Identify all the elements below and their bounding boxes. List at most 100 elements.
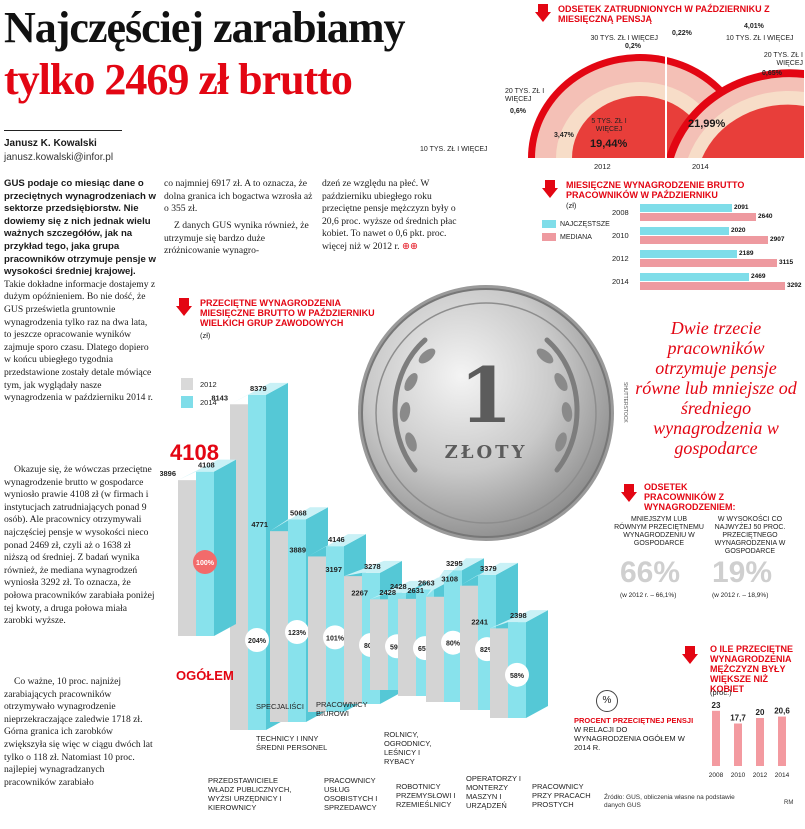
hbar-year: 2012 bbox=[612, 254, 629, 263]
bigbar-chart: 8143 8379 204% 3896 4108 100% 4771 5068 123% 3889… bbox=[160, 382, 548, 730]
semicircle-chart bbox=[528, 50, 804, 162]
pull-quote: Dwie trzecie pracowników otrzymuje pensj… bbox=[635, 318, 797, 458]
legend-swatch-najczestsze bbox=[542, 220, 556, 228]
semicircle-title: ODSETEK ZATRUDNIONYCH W PAŹDZIERNIKU Z M… bbox=[558, 4, 770, 24]
photo-credit: SHUTTERSTOCK bbox=[622, 382, 628, 423]
byline-rule bbox=[4, 130, 122, 131]
category-ogolem: OGÓŁEM bbox=[176, 668, 234, 683]
percent-circle bbox=[245, 628, 269, 652]
hbar-year: 2008 bbox=[612, 208, 629, 217]
hbar-bar-mediana bbox=[640, 282, 785, 290]
legend-najczestsze: NAJCZĘSTSZE bbox=[560, 221, 610, 228]
bar-value-2014: 2428 bbox=[390, 582, 407, 591]
legend-mediana: MEDIANA bbox=[560, 234, 592, 241]
category-rolnicy: ROLNICY, OGRODNICY, LEŚNICY I RYBACY bbox=[384, 730, 432, 766]
hbar-unit: (zł) bbox=[566, 201, 577, 210]
gap-chart: 23 2008 17,7 2010 20 2012 20,6 2014 bbox=[709, 701, 791, 779]
gap-year: 2012 bbox=[753, 772, 768, 779]
percent-circle bbox=[285, 620, 309, 644]
hbar-year: 2014 bbox=[612, 277, 629, 286]
hbar-bar-najczestsze bbox=[640, 204, 732, 212]
semi-2014-fill bbox=[702, 104, 804, 158]
percent-value: 80% bbox=[446, 641, 461, 648]
arrow-down-icon bbox=[542, 180, 558, 198]
percent-value: 101% bbox=[326, 635, 345, 642]
share-right-note: (w 2012 r. – 18,9%) bbox=[712, 592, 769, 599]
semi-r-10-label: 10 TYS. ZŁ I WIĘCEJ bbox=[726, 35, 794, 42]
author-email: janusz.kowalski@infor.pl bbox=[4, 152, 114, 163]
hbar-value: 2907 bbox=[770, 236, 785, 243]
semi-l-30-value: 0,2% bbox=[625, 43, 641, 50]
gap-title: O ILE PRZECIĘTNE WYNAGRODZENIA MĘŻCZYZN … bbox=[710, 644, 794, 694]
semi-l-20-value: 0,6% bbox=[510, 108, 526, 115]
sign: RM bbox=[784, 800, 794, 806]
gap-value: 20,6 bbox=[774, 707, 790, 716]
article-col1-p3: Co ważne, 10 proc. najniżej zarabiającyc… bbox=[4, 676, 153, 788]
average-highlight: 4108 bbox=[170, 440, 219, 465]
category-technicy: TECHNICY I INNY ŚREDNI PERSONEL bbox=[256, 734, 328, 752]
arrow-down-icon bbox=[621, 484, 637, 502]
legend-swatch-2012 bbox=[181, 378, 193, 390]
gap-bar bbox=[712, 710, 720, 766]
bar-2014 bbox=[248, 394, 266, 730]
gap-year: 2014 bbox=[775, 772, 790, 779]
bar-value-2014: 3295 bbox=[446, 559, 463, 568]
bar-2012 bbox=[308, 556, 326, 712]
semi-l-10-value: 3,47% bbox=[554, 132, 574, 139]
bar-value-2012: 3197 bbox=[325, 565, 342, 574]
category-przedstawiciele: PRZEDSTAWICIELE WŁADZ PUBLICZNYCH, WYŻSI… bbox=[208, 776, 292, 812]
legend-swatch-mediana bbox=[542, 233, 556, 241]
article-col1-text: Takie dokładne informacje dostajemy z du… bbox=[4, 278, 156, 404]
percent-circle bbox=[323, 625, 347, 650]
semi-l-20-label: 20 TYS. ZŁ I WIĘCEJ bbox=[505, 88, 545, 103]
bar-value-2014: 3379 bbox=[480, 564, 497, 573]
gap-bar bbox=[778, 716, 786, 766]
percent-value: 58% bbox=[510, 673, 525, 680]
semi-l-5-label: 5 TYS. ZŁ I WIĘCEJ bbox=[591, 118, 627, 133]
semi-r-20-value: 0,65% bbox=[762, 70, 782, 77]
bar-2014-top bbox=[398, 577, 456, 599]
bar-2012 bbox=[370, 599, 388, 690]
percent-note-text: W RELACJI DO WYNAGRODZENIA OGÓŁEM W 2014… bbox=[574, 725, 685, 752]
arrow-down-icon bbox=[682, 646, 698, 664]
percent-value: 204% bbox=[248, 638, 267, 645]
percent-note: PROCENT PRZECIĘTNEJ PENSJI W RELACJI DO … bbox=[574, 716, 694, 752]
bar-2014-top bbox=[460, 562, 518, 586]
semi-year-2012: 2012 bbox=[594, 162, 611, 171]
bar-value-2012: 3889 bbox=[289, 545, 306, 554]
hbar-bar-mediana bbox=[640, 259, 777, 267]
share-left-note: (w 2012 r. – 66,1%) bbox=[620, 592, 677, 599]
bar-value-2014: 5068 bbox=[290, 508, 307, 517]
bar-value-2012: 2631 bbox=[407, 586, 424, 595]
share-title: ODSETEK PRACOWNIKÓW Z WYNAGRODZENIEM: bbox=[644, 482, 736, 512]
semi-year-2014: 2014 bbox=[692, 162, 709, 171]
article-col2-text: co najmniej 6917 zł. A to oznacza, że do… bbox=[164, 178, 313, 215]
share-left-label: MNIEJSZYM LUB RÓWNYM PRZECIĘTNEMU WYNAGR… bbox=[614, 516, 704, 547]
hbar-year: 2010 bbox=[612, 231, 629, 240]
hbar-value: 3292 bbox=[787, 282, 802, 289]
hbar-bar-mediana bbox=[640, 236, 768, 244]
percent-value: 123% bbox=[288, 630, 307, 637]
coin-word: ZŁOTY bbox=[445, 442, 528, 463]
semi-r-20-label: 20 TYS. ZŁ I WIĘCEJ bbox=[763, 52, 803, 67]
gap-year: 2008 bbox=[709, 772, 724, 779]
hbar-bar-mediana bbox=[640, 213, 756, 221]
hbar-chart: 2008 2091 2640 2010 2020 2907 2012 2189 3115 2014… bbox=[612, 204, 802, 294]
bar-2014-top bbox=[490, 610, 548, 629]
share-right-value: 19% bbox=[712, 556, 773, 589]
hbar-value: 2020 bbox=[731, 227, 746, 234]
bar-2014-top bbox=[270, 507, 328, 532]
percent-value: 59% bbox=[390, 644, 405, 651]
share-right-label: W WYSOKOŚCI CO NAJWYŻEJ 50 PROC. PRZECIĘ… bbox=[714, 516, 786, 555]
bar-2012 bbox=[490, 628, 508, 718]
hbar-bar-najczestsze bbox=[640, 273, 749, 281]
bar-2014-top bbox=[230, 382, 288, 405]
semi-r-30-value: 0,22% bbox=[672, 30, 692, 37]
bar-value-2014: 4108 bbox=[198, 461, 215, 470]
share-left-value: 66% bbox=[620, 556, 681, 589]
bar-value-2014: 8379 bbox=[250, 384, 267, 393]
percent-circle bbox=[505, 662, 529, 687]
percent-circle-legend: % bbox=[596, 690, 618, 712]
category-biurowi: PRACOWNICY BIUROWI bbox=[316, 700, 368, 718]
bar-2012 bbox=[270, 531, 288, 722]
